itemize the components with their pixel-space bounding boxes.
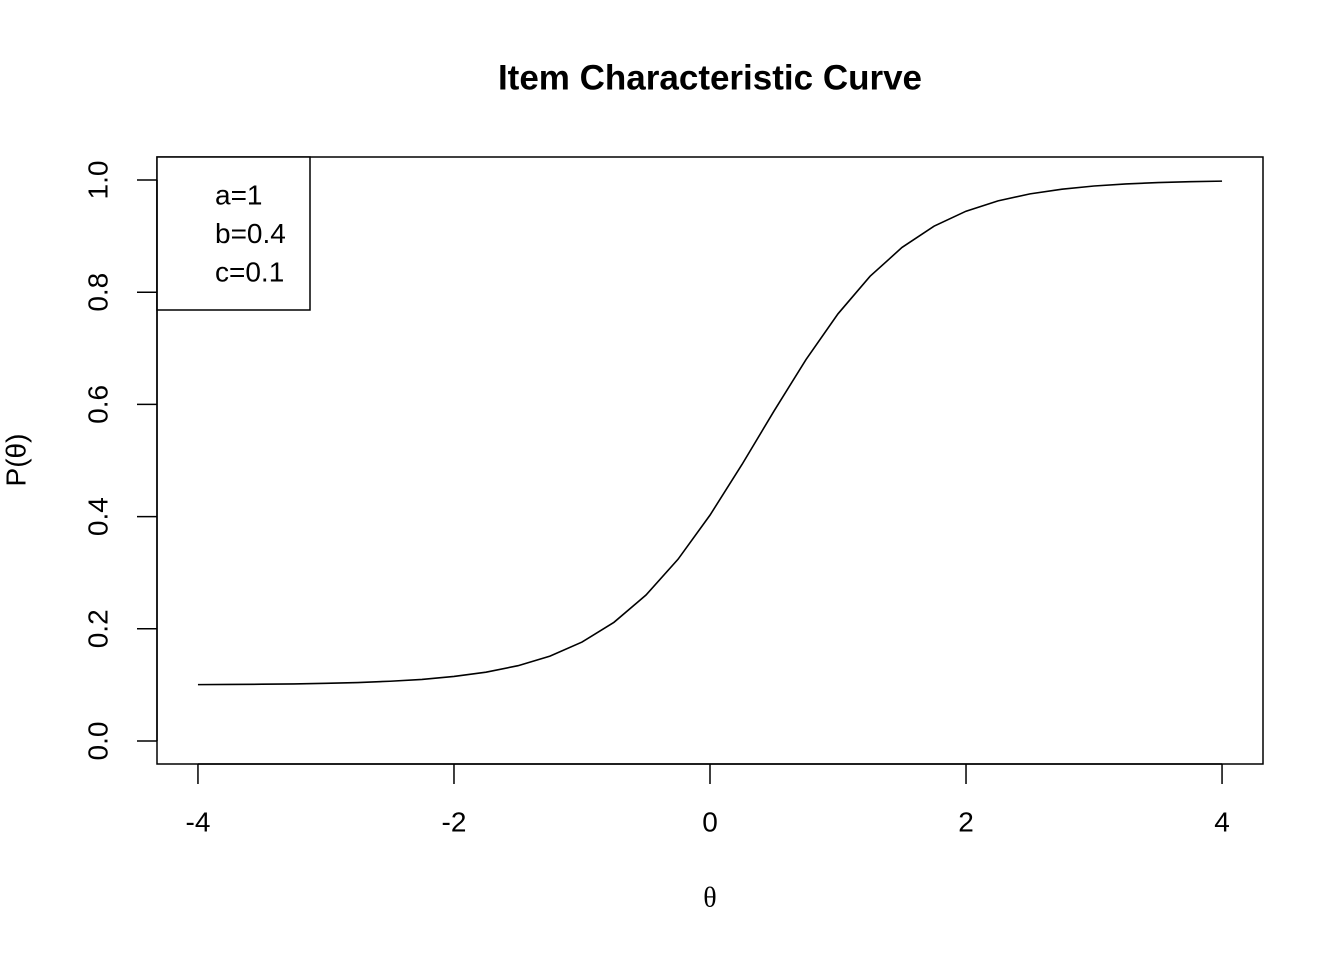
x-tick-label: 0 (702, 806, 718, 837)
curve (197, 180, 1223, 686)
y-tick-label: 0.2 (82, 609, 113, 648)
x-tick-label: -4 (186, 806, 211, 837)
legend-text: c=0.1 (215, 256, 284, 287)
legend-box (156, 156, 311, 311)
x-tick-label: 4 (1214, 806, 1230, 837)
y-tick-label: 0.6 (82, 385, 113, 424)
x-axis-label: θ (703, 882, 716, 913)
legend-text: a=1 (215, 179, 263, 210)
x-tick-label: -2 (442, 806, 467, 837)
y-tick-label: 1.0 (82, 161, 113, 200)
legend-text: b=0.4 (215, 218, 286, 249)
chart-title: Item Characteristic Curve (498, 58, 922, 97)
plot-frame (156, 156, 1264, 765)
y-tick-label: 0.0 (82, 722, 113, 761)
y-tick-label: 0.4 (82, 497, 113, 536)
y-axis-label: P(θ) (0, 434, 31, 487)
x-tick-label: 2 (958, 806, 974, 837)
y-tick-label: 0.8 (82, 273, 113, 312)
